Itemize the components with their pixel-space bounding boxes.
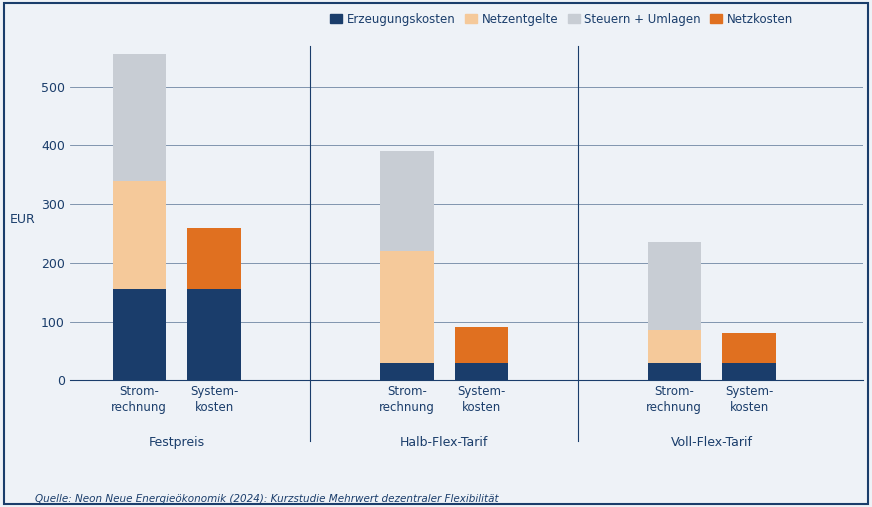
Text: Halb-Flex-Tarif: Halb-Flex-Tarif [400, 436, 488, 449]
Bar [187, 289, 241, 380]
Bar [455, 328, 508, 363]
Y-axis label: EUR: EUR [10, 213, 36, 226]
Bar [648, 331, 701, 363]
Bar [380, 151, 433, 251]
Legend: Erzeugungskosten, Netzentgelte, Steuern + Umlagen, Netzkosten: Erzeugungskosten, Netzentgelte, Steuern … [325, 8, 798, 30]
Text: Festpreis: Festpreis [149, 436, 205, 449]
Bar [722, 333, 776, 363]
Text: Voll-Flex-Tarif: Voll-Flex-Tarif [671, 436, 753, 449]
Text: Quelle: Neon Neue Energieökonomik (2024): Kurzstudie Mehrwert dezentraler Flexib: Quelle: Neon Neue Energieökonomik (2024)… [35, 494, 499, 504]
Bar [112, 180, 166, 289]
Bar [187, 228, 241, 289]
Bar [380, 251, 433, 363]
Bar [648, 363, 701, 380]
Bar [380, 363, 433, 380]
Bar [455, 363, 508, 380]
Bar [112, 54, 166, 180]
Bar [648, 242, 701, 331]
Bar [112, 289, 166, 380]
Bar [722, 363, 776, 380]
